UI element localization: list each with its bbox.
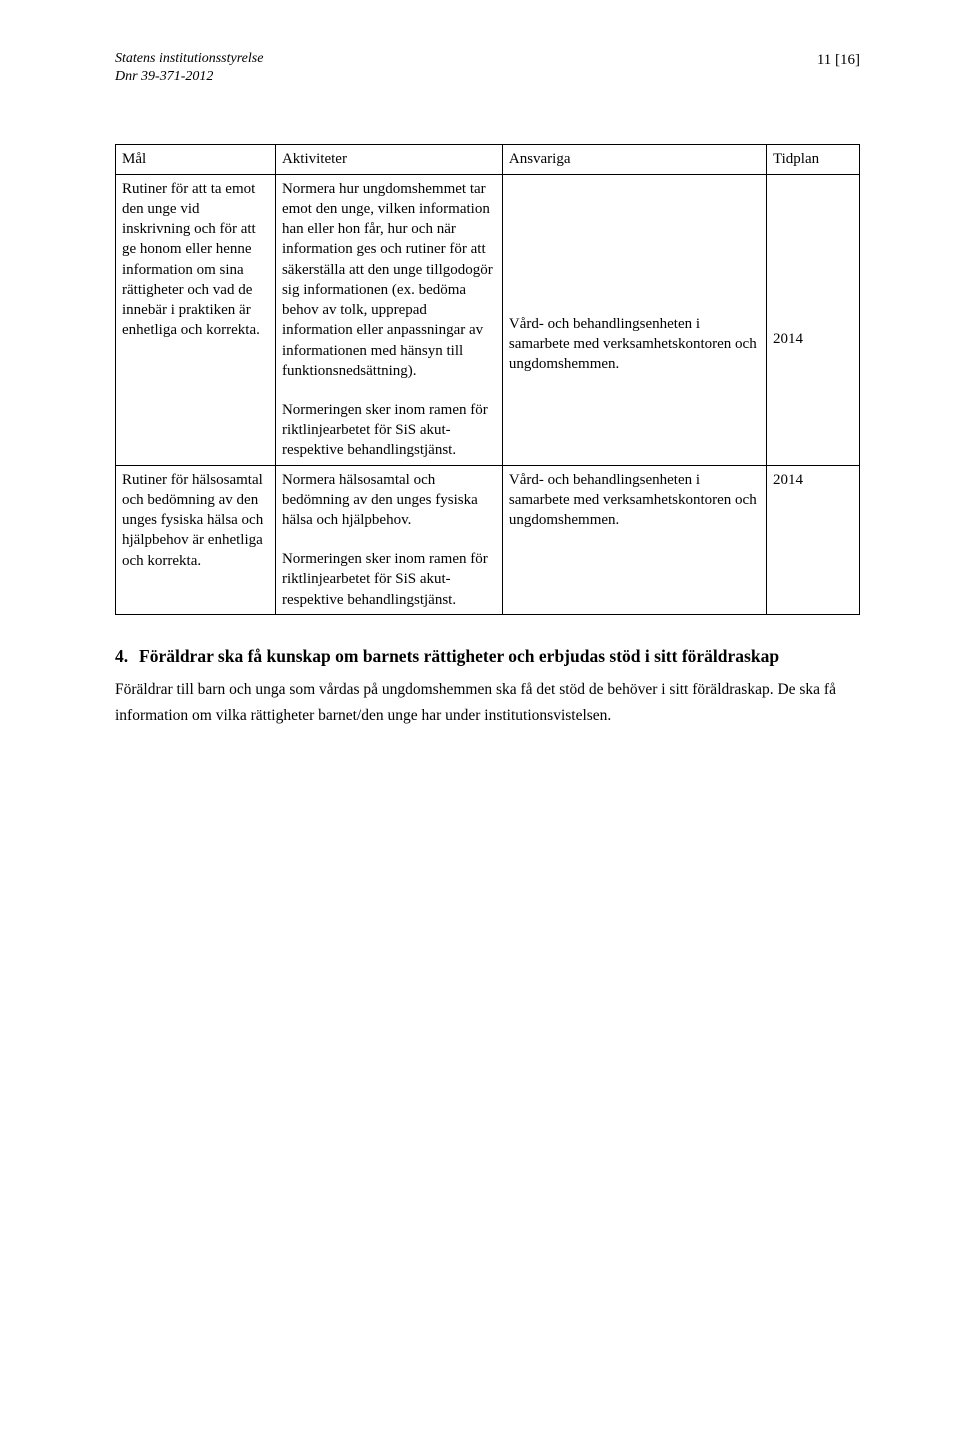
col-mal: Mål	[116, 145, 276, 174]
table-row: Rutiner för hälsosamtal och bedömning av…	[116, 465, 860, 614]
cell-tidplan: 2014	[766, 465, 859, 614]
ansvariga-text: Vård- och behandlingsenheten i samarbete…	[509, 314, 760, 375]
section-body: Föräldrar till barn och unga som vårdas …	[115, 677, 860, 730]
page-number: 11 [16]	[817, 50, 860, 71]
section-heading: 4. Föräldrar ska få kunskap om barnets r…	[115, 645, 860, 669]
aktiviteter-para-2: Normeringen sker inom ramen för riktlinj…	[282, 549, 496, 610]
page-header: Statens institutionsstyrelse Dnr 39-371-…	[115, 50, 860, 86]
cell-aktiviteter: Normera hur ungdomshemmet tar emot den u…	[275, 174, 502, 465]
cell-mal: Rutiner för hälsosamtal och bedömning av…	[116, 465, 276, 614]
org-name: Statens institutionsstyrelse	[115, 50, 263, 68]
cell-ansvariga: Vård- och behandlingsenheten i samarbete…	[502, 174, 766, 465]
section-title: Föräldrar ska få kunskap om barnets rätt…	[139, 645, 860, 669]
aktiviteter-para-2: Normeringen sker inom ramen för riktlinj…	[282, 400, 496, 461]
table-row: Rutiner för att ta emot den unge vid ins…	[116, 174, 860, 465]
section-number: 4.	[115, 645, 139, 669]
cell-tidplan: 2014	[766, 174, 859, 465]
col-tidplan: Tidplan	[766, 145, 859, 174]
cell-aktiviteter: Normera hälsosamtal och bedömning av den…	[275, 465, 502, 614]
cell-mal: Rutiner för att ta emot den unge vid ins…	[116, 174, 276, 465]
goals-table: Mål Aktiviteter Ansvariga Tidplan Rutine…	[115, 144, 860, 615]
cell-ansvariga: Vård- och behandlingsenheten i samarbete…	[502, 465, 766, 614]
col-ansvariga: Ansvariga	[502, 145, 766, 174]
dnr: Dnr 39-371-2012	[115, 68, 263, 86]
aktiviteter-para-1: Normera hur ungdomshemmet tar emot den u…	[282, 179, 496, 382]
aktiviteter-para-1: Normera hälsosamtal och bedömning av den…	[282, 470, 496, 531]
tidplan-text: 2014	[773, 329, 853, 349]
header-left: Statens institutionsstyrelse Dnr 39-371-…	[115, 50, 263, 86]
table-header-row: Mål Aktiviteter Ansvariga Tidplan	[116, 145, 860, 174]
col-aktiviteter: Aktiviteter	[275, 145, 502, 174]
